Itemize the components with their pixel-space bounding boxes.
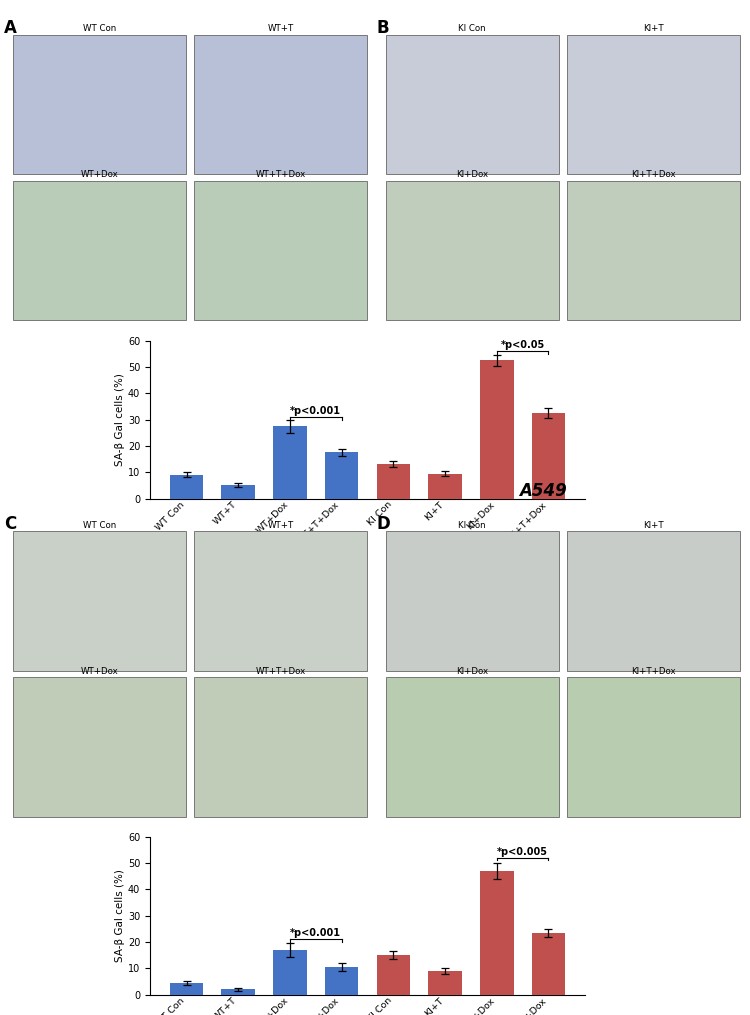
Bar <box>428 474 462 498</box>
Bar <box>376 955 410 995</box>
Text: KI+T: KI+T <box>643 521 664 530</box>
Text: A549: A549 <box>520 482 567 500</box>
Bar <box>221 990 255 995</box>
Bar <box>13 35 186 175</box>
Bar <box>13 677 186 817</box>
Bar <box>532 413 566 498</box>
Text: D: D <box>376 515 391 533</box>
Bar <box>567 181 740 321</box>
Text: KI+Dox: KI+Dox <box>456 667 488 676</box>
Text: WT+T+Dox: WT+T+Dox <box>255 667 305 676</box>
Bar <box>194 35 367 175</box>
Bar <box>567 677 740 817</box>
Text: B: B <box>376 18 389 37</box>
Text: KI Con: KI Con <box>458 24 486 33</box>
Bar <box>170 983 203 995</box>
Text: KI+T+Dox: KI+T+Dox <box>631 171 676 180</box>
Bar <box>567 531 740 671</box>
Y-axis label: SA-β Gal cells (%): SA-β Gal cells (%) <box>116 869 125 962</box>
Text: HT1080: HT1080 <box>508 0 579 4</box>
Text: KI+Dox: KI+Dox <box>456 171 488 180</box>
Bar <box>221 485 255 498</box>
Text: WT Con: WT Con <box>82 24 116 33</box>
Text: KI+T: KI+T <box>643 24 664 33</box>
Bar <box>480 360 514 498</box>
Text: WT Con: WT Con <box>82 521 116 530</box>
Bar <box>567 35 740 175</box>
Bar <box>532 933 566 995</box>
Bar <box>13 181 186 321</box>
Text: *p<0.001: *p<0.001 <box>290 929 341 939</box>
Text: WT+T: WT+T <box>267 521 293 530</box>
Bar <box>194 677 367 817</box>
Bar <box>480 871 514 995</box>
Bar <box>386 181 559 321</box>
Text: WT+Dox: WT+Dox <box>80 171 118 180</box>
Text: *p<0.001: *p<0.001 <box>290 406 341 416</box>
Text: *p<0.005: *p<0.005 <box>497 847 548 857</box>
Bar <box>194 181 367 321</box>
Bar <box>386 677 559 817</box>
Text: C: C <box>4 515 16 533</box>
Bar <box>325 967 358 995</box>
Bar <box>170 475 203 498</box>
Bar <box>194 531 367 671</box>
Bar <box>376 464 410 498</box>
Text: WT+Dox: WT+Dox <box>80 667 118 676</box>
Bar <box>386 531 559 671</box>
Bar <box>325 453 358 498</box>
Bar <box>273 426 307 498</box>
Text: WT+T: WT+T <box>267 24 293 33</box>
Y-axis label: SA-β Gal cells (%): SA-β Gal cells (%) <box>116 374 125 466</box>
Bar <box>13 531 186 671</box>
Text: A: A <box>4 18 16 37</box>
Bar <box>428 971 462 995</box>
Text: WT+T+Dox: WT+T+Dox <box>255 171 305 180</box>
Text: KI+T+Dox: KI+T+Dox <box>631 667 676 676</box>
Bar <box>386 35 559 175</box>
Text: *p<0.05: *p<0.05 <box>500 340 544 350</box>
Bar <box>273 950 307 995</box>
Text: KI Con: KI Con <box>458 521 486 530</box>
